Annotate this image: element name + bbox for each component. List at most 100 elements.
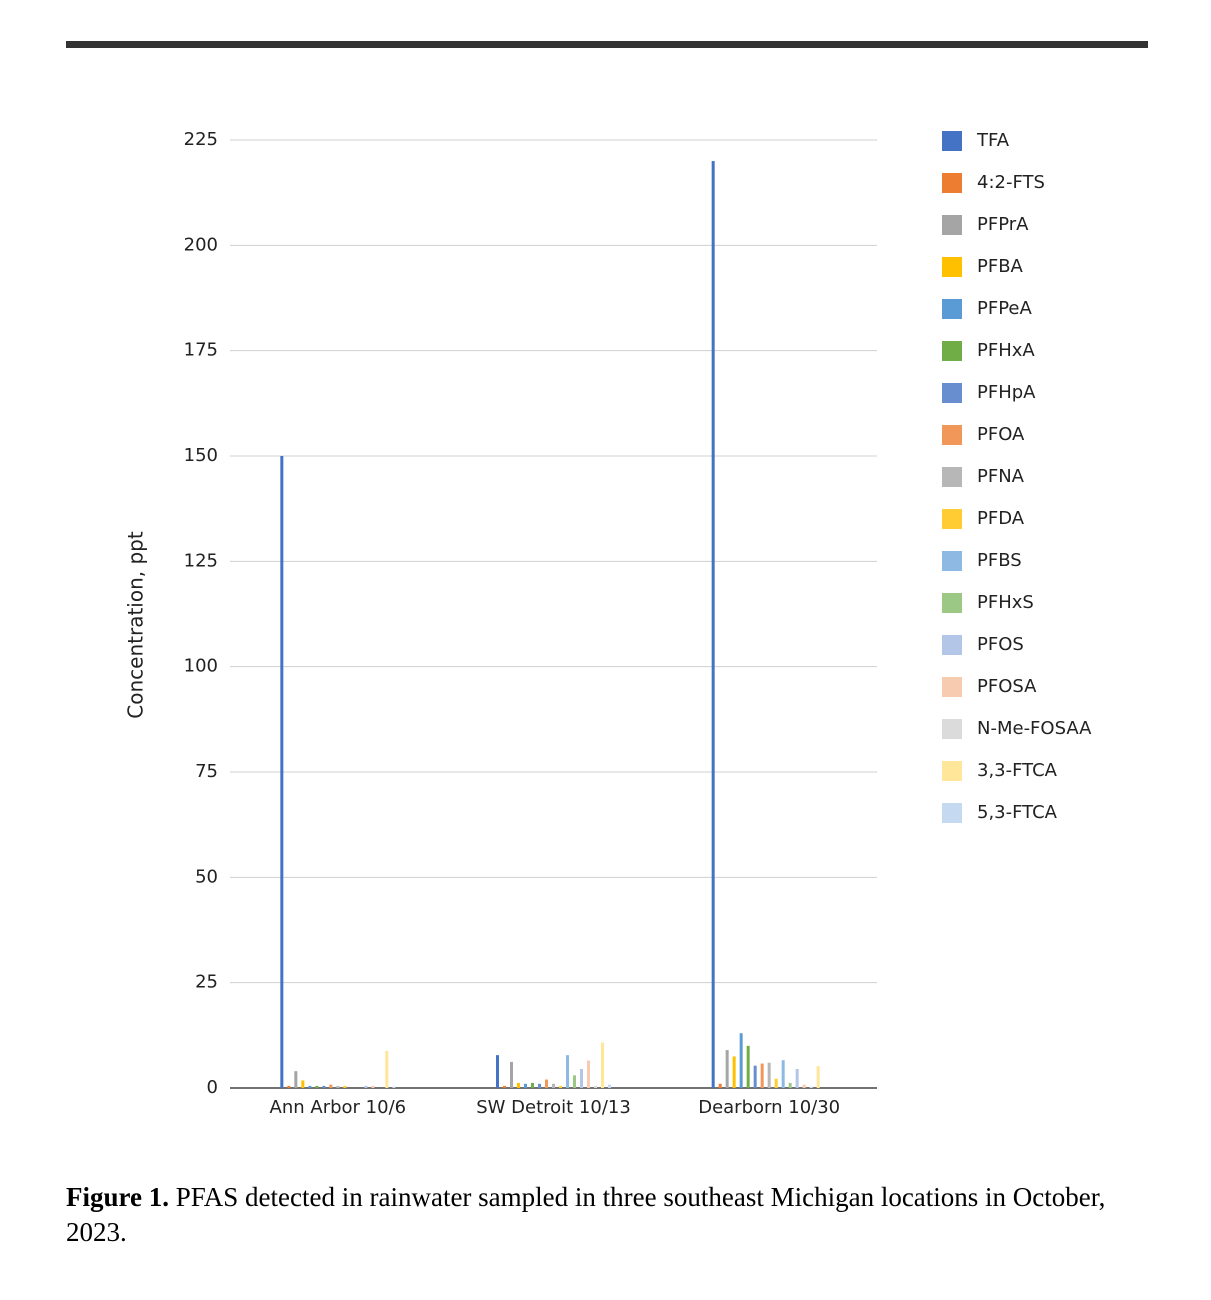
x-tick-label: Ann Arbor 10/6 (270, 1097, 407, 1118)
bar (580, 1069, 583, 1088)
legend-swatch (942, 383, 962, 403)
legend-label: PFPeA (977, 298, 1032, 319)
bar (587, 1060, 590, 1088)
legend-label: 3,3-FTCA (977, 760, 1058, 781)
bar (753, 1065, 757, 1088)
legend-swatch (942, 425, 962, 445)
bar (322, 1085, 326, 1088)
legend-label: PFBA (977, 256, 1024, 277)
bar (280, 456, 284, 1088)
bar (301, 1080, 305, 1088)
legend-swatch (942, 761, 962, 781)
legend-label: PFHxA (977, 340, 1035, 361)
bar (732, 1056, 736, 1088)
y-tick-label: 150 (184, 445, 218, 466)
bar (385, 1050, 389, 1088)
y-tick-label: 0 (207, 1077, 218, 1098)
bar (364, 1085, 368, 1088)
legend-label: PFHxS (977, 592, 1034, 613)
legend-label: 4:2-FTS (977, 172, 1045, 193)
top-rule (66, 41, 1148, 48)
bar (816, 1066, 820, 1088)
bar (573, 1075, 576, 1088)
x-tick-label: Dearborn 10/30 (698, 1097, 840, 1118)
bar (760, 1063, 764, 1088)
bar (795, 1069, 799, 1088)
y-tick-label: 100 (184, 656, 218, 677)
bar (802, 1084, 806, 1088)
y-tick-label: 75 (195, 761, 218, 782)
bar (781, 1060, 785, 1088)
bar (566, 1055, 569, 1088)
caption-label: Figure 1. (66, 1182, 169, 1212)
bar (392, 1086, 396, 1088)
bar (503, 1085, 506, 1088)
bar (601, 1042, 604, 1088)
y-tick-label: 225 (184, 129, 218, 150)
bar (725, 1050, 729, 1088)
legend-label: PFDA (977, 508, 1025, 529)
legend-swatch (942, 215, 962, 235)
legend-label: PFBS (977, 550, 1022, 571)
legend-label: N-Me-FOSAA (977, 718, 1092, 739)
legend-swatch (942, 803, 962, 823)
legend-label: PFOA (977, 424, 1025, 445)
legend-label: 5,3-FTCA (977, 802, 1058, 823)
bar (739, 1033, 743, 1088)
y-tick-label: 175 (184, 340, 218, 361)
y-axis-label: Concentration, ppt (124, 531, 148, 719)
caption-text: PFAS detected in rainwater sampled in th… (66, 1182, 1106, 1247)
legend-swatch (942, 719, 962, 739)
x-tick-label: SW Detroit 10/13 (476, 1097, 631, 1118)
legend-swatch (942, 257, 962, 277)
bar (517, 1082, 520, 1088)
legend-swatch (942, 635, 962, 655)
bar (371, 1085, 375, 1088)
bar (496, 1055, 499, 1088)
legend-swatch (942, 131, 962, 151)
legend-swatch (942, 173, 962, 193)
bar (608, 1084, 611, 1088)
caption: Figure 1. PFAS detected in rainwater sam… (66, 1180, 1146, 1250)
bar (524, 1083, 527, 1088)
bar (545, 1079, 548, 1088)
legend-swatch (942, 593, 962, 613)
bar (774, 1078, 778, 1088)
bar (594, 1085, 597, 1088)
legend-label: PFHpA (977, 382, 1036, 403)
bar (559, 1085, 562, 1088)
bar (809, 1086, 813, 1088)
bar (315, 1085, 319, 1088)
legend-label: TFA (976, 130, 1010, 151)
y-tick-label: 50 (195, 866, 218, 887)
legend-label: PFNA (977, 466, 1025, 487)
legend-swatch (942, 677, 962, 697)
bar (294, 1071, 298, 1088)
legend-label: PFOS (977, 634, 1024, 655)
y-tick-label: 200 (184, 234, 218, 255)
legend-swatch (942, 341, 962, 361)
bar (336, 1085, 340, 1088)
legend-swatch (942, 299, 962, 319)
bar (329, 1084, 333, 1088)
bar (531, 1082, 534, 1088)
legend-swatch (942, 551, 962, 571)
bar (767, 1062, 771, 1088)
bar (746, 1045, 750, 1088)
legend-label: PFOSA (977, 676, 1037, 697)
legend-swatch (942, 509, 962, 529)
bar (788, 1082, 792, 1088)
bar (552, 1083, 555, 1088)
bar (287, 1085, 291, 1088)
y-tick-label: 25 (195, 972, 218, 993)
legend-swatch (942, 467, 962, 487)
legend-label: PFPrA (977, 214, 1029, 235)
bar (711, 161, 715, 1089)
bar (510, 1061, 513, 1088)
chart: Concentration, ppt 0 25 50 75 100 125 150 175 20… (124, 129, 1093, 1118)
y-tick-label: 125 (184, 550, 218, 571)
bar (718, 1083, 722, 1088)
bar (538, 1083, 541, 1088)
bar (308, 1085, 312, 1088)
